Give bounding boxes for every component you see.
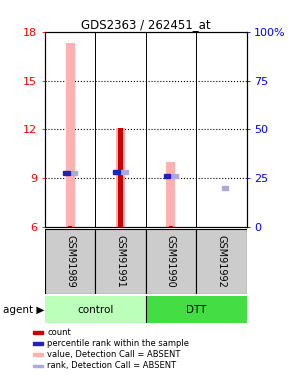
Text: value, Detection Call = ABSENT: value, Detection Call = ABSENT [47,350,181,359]
Bar [118,128,123,227]
Bar [95,229,146,294]
Text: GSM91990: GSM91990 [166,235,176,288]
Text: DTT: DTT [186,305,206,315]
Bar [146,296,246,323]
Text: GSM91992: GSM91992 [216,235,226,288]
Text: agent ▶: agent ▶ [3,305,44,315]
Text: GSM91989: GSM91989 [65,235,75,288]
Bar [33,364,44,367]
Bar [33,332,44,334]
Bar [68,226,72,227]
Bar [113,171,120,174]
Bar [71,171,77,175]
Bar [166,162,175,227]
Bar [63,171,70,175]
Bar [164,174,171,178]
Bar [66,43,75,227]
Bar [146,229,196,294]
Bar [33,354,44,356]
Bar [45,229,95,294]
Title: GDS2363 / 262451_at: GDS2363 / 262451_at [81,18,211,31]
Text: percentile rank within the sample: percentile rank within the sample [47,339,189,348]
Text: control: control [77,305,113,315]
Bar [171,174,178,178]
Bar [222,186,228,190]
Text: count: count [47,328,71,337]
Bar [169,226,173,227]
Text: rank, Detection Call = ABSENT: rank, Detection Call = ABSENT [47,361,177,370]
Bar [116,128,125,227]
Bar [196,229,246,294]
Bar [33,342,44,345]
Bar [45,296,146,323]
Bar [121,171,128,174]
Text: GSM91991: GSM91991 [115,235,126,288]
